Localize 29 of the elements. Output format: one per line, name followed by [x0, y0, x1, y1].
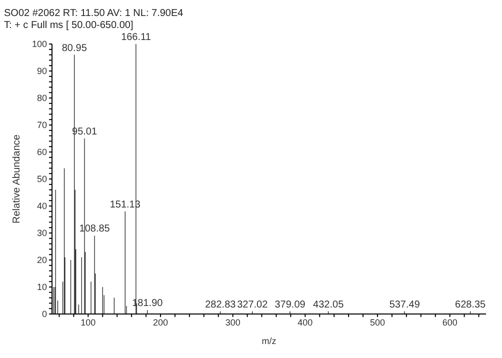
y-tick-label: 80 — [36, 93, 47, 104]
x-tick-label: 600 — [442, 317, 458, 328]
x-axis-title: m/z — [262, 336, 277, 346]
y-tick-label: 0 — [42, 309, 47, 320]
y-tick-label: 10 — [36, 282, 47, 292]
annotation: 537.49 — [389, 299, 420, 310]
x-tick-label: 400 — [298, 317, 313, 328]
annotation: 628.35 — [455, 299, 486, 310]
y-tick-label: 30 — [36, 228, 47, 238]
annotation: 379.09 — [274, 299, 306, 310]
y-tick-label: 90 — [36, 66, 47, 76]
x-tick-label: 300 — [225, 317, 240, 328]
y-tick-label: 60 — [36, 147, 47, 158]
annotation: 432.05 — [313, 299, 344, 310]
annotation: 166.11 — [121, 32, 152, 43]
chart-title: SO02 #2062 RT: 11.50 AV: 1 NL: 7.90E4 — [4, 8, 184, 20]
y-tick-label: 70 — [36, 120, 47, 130]
x-tick-label: 500 — [370, 317, 386, 328]
y-tick-label: 20 — [36, 255, 47, 266]
annotation: 327.02 — [237, 299, 268, 310]
annotation: 80.95 — [62, 42, 88, 54]
y-tick-label: 50 — [36, 174, 47, 184]
chart-subtitle: T: + c Full ms [ 50.00-650.00] — [4, 20, 134, 32]
y-axis-title: Relative Abundance — [12, 134, 23, 224]
x-tick-label: 200 — [152, 317, 168, 328]
y-tick-label: 40 — [36, 201, 47, 212]
annotation: 282.83 — [205, 299, 236, 310]
x-tick-label: 100 — [80, 317, 96, 328]
y-tick-label: 100 — [32, 39, 47, 50]
